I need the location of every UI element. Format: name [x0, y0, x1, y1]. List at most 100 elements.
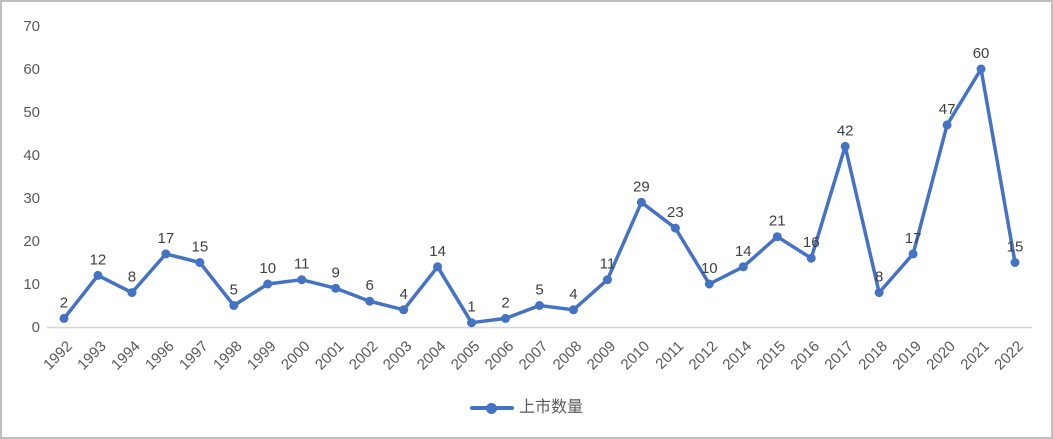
data-label: 17	[158, 230, 175, 247]
x-axis-tick-label: 2015	[753, 338, 789, 374]
x-axis-tick-label: 2005	[448, 338, 484, 374]
y-axis-tick-label: 20	[23, 233, 40, 250]
x-axis-tick-label: 2017	[821, 338, 857, 374]
data-label: 9	[332, 264, 340, 281]
data-point	[806, 253, 816, 263]
x-axis-tick-label: 2020	[923, 338, 959, 374]
data-label: 6	[366, 277, 374, 294]
x-axis-tick-label: 2010	[618, 338, 654, 374]
x-axis-tick-label: 1998	[210, 338, 246, 374]
legend: 上市数量	[2, 400, 1051, 416]
x-axis-tick-label: 2022	[991, 338, 1027, 374]
x-axis-tick-label: 1999	[244, 338, 280, 374]
data-point	[670, 223, 680, 233]
data-point	[704, 279, 714, 289]
data-point	[467, 318, 477, 328]
y-axis-tick-label: 40	[23, 147, 40, 164]
data-label: 12	[90, 251, 107, 268]
data-label: 10	[701, 260, 718, 277]
x-axis-tick-label: 2004	[414, 338, 450, 374]
y-axis-tick-label: 10	[23, 276, 40, 293]
x-axis-tick-label: 2014	[720, 338, 756, 374]
y-axis-tick-label: 30	[23, 190, 40, 207]
data-label: 15	[192, 239, 209, 256]
data-label: 5	[535, 282, 543, 299]
data-point	[399, 305, 409, 315]
data-label: 47	[939, 101, 956, 118]
data-label: 42	[837, 122, 854, 139]
data-point	[772, 232, 782, 242]
data-point	[195, 258, 205, 267]
data-point	[127, 288, 137, 298]
legend-line-marker-icon	[469, 402, 514, 414]
legend-label: 上市数量	[518, 399, 583, 416]
data-label: 1	[467, 299, 475, 316]
x-axis-tick-label: 2000	[278, 338, 314, 374]
data-label: 16	[803, 234, 820, 251]
x-axis-tick-label: 2012	[686, 338, 722, 374]
data-point	[331, 283, 341, 293]
data-label: 4	[569, 286, 577, 303]
y-axis-tick-label: 0	[32, 319, 40, 336]
y-axis-tick-label: 70	[23, 18, 40, 35]
x-axis-tick-label: 1992	[40, 338, 76, 374]
data-point	[433, 262, 443, 272]
data-point	[738, 262, 748, 272]
data-label: 17	[905, 230, 922, 247]
data-point	[976, 64, 986, 74]
x-axis-tick-label: 2007	[516, 338, 552, 374]
x-axis-tick-label: 2009	[584, 338, 620, 374]
data-point	[365, 296, 375, 306]
x-axis-tick-label: 2003	[380, 338, 416, 374]
data-point	[602, 275, 612, 285]
data-label: 2	[60, 294, 68, 311]
data-label: 11	[600, 256, 616, 273]
data-point	[59, 313, 69, 323]
data-label: 8	[128, 269, 136, 286]
data-label: 14	[735, 243, 752, 260]
data-label: 14	[429, 243, 446, 260]
data-label: 23	[667, 204, 684, 221]
data-point	[840, 141, 850, 151]
data-point	[501, 313, 511, 323]
x-axis-tick-label: 2006	[482, 338, 518, 374]
x-axis-tick-label: 1997	[176, 338, 212, 374]
y-axis-tick-label: 50	[23, 104, 40, 121]
data-point	[263, 279, 273, 289]
data-label: 4	[399, 286, 407, 303]
data-point	[908, 249, 918, 259]
x-axis-tick-label: 2018	[855, 338, 891, 374]
y-axis-tick-label: 60	[23, 61, 40, 78]
x-axis-tick-label: 2002	[346, 338, 382, 374]
x-axis-tick-label: 2001	[312, 338, 348, 374]
x-axis-tick-label: 2021	[957, 338, 993, 374]
data-point	[229, 301, 239, 310]
data-label: 29	[633, 178, 650, 195]
x-axis-tick-label: 2016	[787, 338, 823, 374]
x-axis-tick-label: 1996	[142, 338, 178, 374]
data-label: 5	[230, 282, 238, 299]
x-axis-tick-label: 2019	[889, 338, 925, 374]
data-label: 60	[973, 45, 990, 62]
data-point	[297, 275, 307, 285]
data-point	[161, 249, 171, 259]
data-label: 11	[294, 256, 310, 273]
x-axis-tick-label: 1994	[108, 338, 144, 374]
data-label: 21	[769, 213, 786, 230]
data-point	[93, 270, 103, 280]
data-point	[568, 305, 578, 315]
x-axis-tick-label: 2011	[652, 338, 687, 373]
data-point	[942, 120, 952, 130]
data-label: 10	[259, 260, 276, 277]
data-point	[1010, 258, 1020, 267]
data-point	[535, 301, 544, 310]
x-axis-tick-label: 1993	[74, 338, 110, 374]
legend-dot-icon	[486, 402, 498, 414]
data-label: 2	[501, 294, 509, 311]
data-point	[636, 197, 646, 207]
x-axis-tick-label: 2008	[550, 338, 586, 374]
data-point	[874, 288, 884, 298]
data-label: 8	[875, 269, 883, 286]
